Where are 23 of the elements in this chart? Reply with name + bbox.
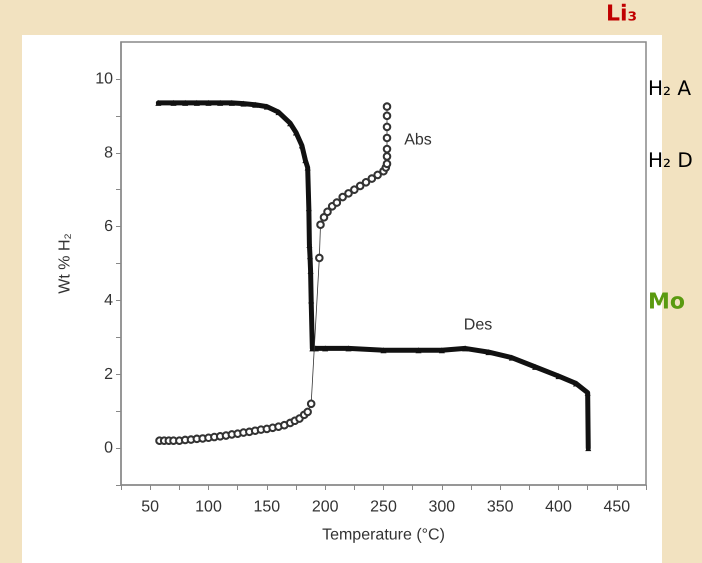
x-tick-label: 100: [195, 498, 222, 516]
y-tick-label: 0: [104, 440, 114, 457]
y-tick-label: 4: [104, 292, 114, 309]
x-tick-label: 150: [253, 498, 280, 516]
text: H₂ D: [648, 148, 693, 172]
x-tick-label: 300: [428, 498, 456, 516]
x-axis-title: Temperature (°C): [322, 526, 445, 544]
y-tick-label: 6: [104, 218, 114, 236]
text: Mo: [648, 290, 686, 314]
text: H₂ A: [648, 76, 692, 100]
text: Li₃: [606, 2, 638, 26]
x-tick-label: 350: [486, 498, 514, 516]
x-tick-label: 250: [370, 498, 397, 516]
y-tick-label: 8: [104, 144, 114, 162]
y-tick-label: 2: [104, 366, 114, 383]
annotation: Des: [464, 316, 492, 334]
y-tick-label: 10: [95, 70, 114, 88]
y-axis-title: Wt % H₂: [56, 233, 74, 294]
x-tick-label: 50: [141, 498, 160, 516]
x-tick-label: 400: [545, 498, 572, 516]
x-tick-label: 200: [312, 498, 339, 516]
x-tick-label: 450: [603, 498, 630, 516]
annotation: Abs: [404, 132, 432, 148]
